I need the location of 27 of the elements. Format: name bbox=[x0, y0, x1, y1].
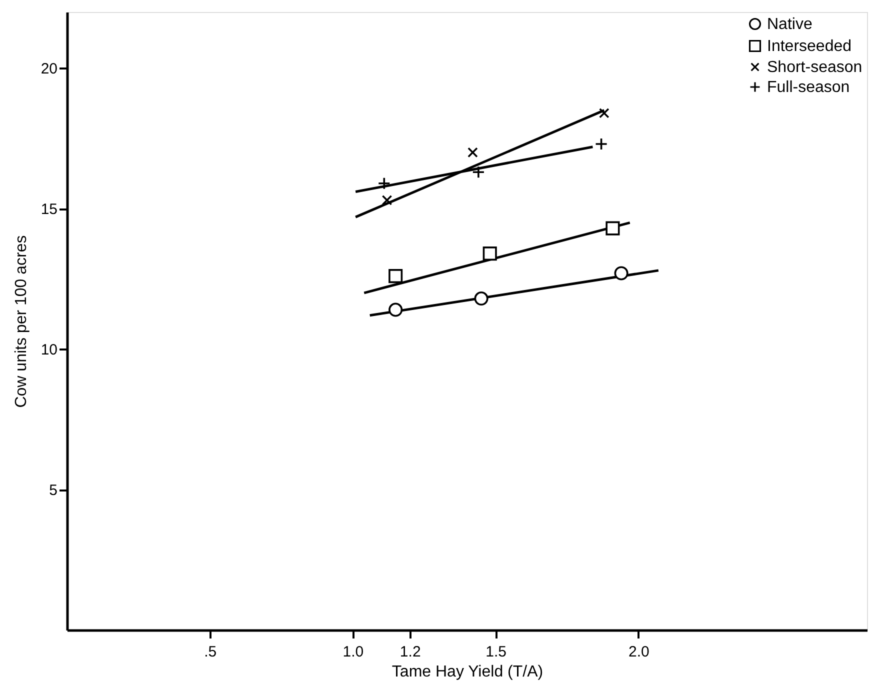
point bbox=[382, 195, 392, 206]
point bbox=[614, 266, 628, 280]
x-tick-label: .5 bbox=[204, 644, 217, 660]
y-tick-label: 5 bbox=[49, 482, 58, 500]
point bbox=[468, 147, 478, 158]
y-tick-label: 20 bbox=[40, 60, 58, 78]
x-tick-label: 1.0 bbox=[342, 644, 364, 660]
legend-label: Full-season bbox=[767, 79, 850, 96]
y-axis-title: Cow units per 100 acres bbox=[12, 235, 30, 408]
point bbox=[474, 292, 488, 306]
x-tick-label: 2.0 bbox=[628, 644, 650, 660]
point bbox=[598, 108, 610, 118]
y-tick-label: 10 bbox=[40, 342, 58, 359]
point bbox=[482, 246, 497, 261]
point bbox=[606, 221, 620, 236]
x-tick-label: 1.5 bbox=[486, 644, 506, 660]
point bbox=[388, 269, 403, 284]
x-axis-title: Tame Hay Yield (T/A) bbox=[392, 664, 544, 680]
legend-label: Short-season bbox=[767, 59, 862, 76]
legend-label: Native bbox=[767, 16, 812, 33]
point bbox=[378, 176, 391, 190]
y-tick-label: 15 bbox=[40, 201, 58, 218]
point bbox=[594, 138, 608, 150]
point bbox=[472, 166, 485, 179]
point bbox=[388, 302, 403, 317]
x-tick-label: 1.2 bbox=[400, 644, 421, 660]
legend-label: Interseeded bbox=[767, 38, 852, 55]
